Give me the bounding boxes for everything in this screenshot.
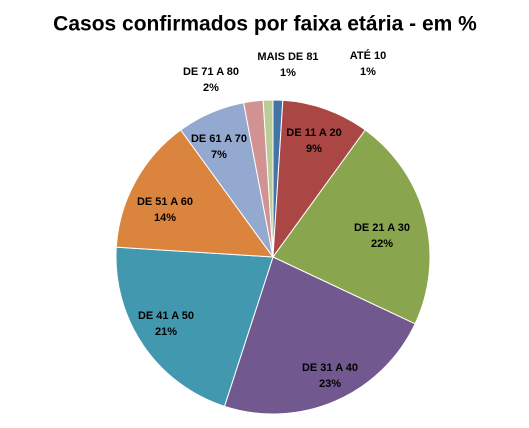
slice-value: 22% <box>371 238 393 250</box>
pie-slice <box>223 256 416 415</box>
slice-value: 21% <box>155 326 177 338</box>
pie-slice <box>272 99 366 259</box>
slice-label: DE 51 A 60 <box>137 196 193 208</box>
slice-value: 1% <box>280 67 296 79</box>
chart-title: Casos confirmados por faixa etária - em … <box>53 13 477 36</box>
slice-label: DE 71 A 80 <box>183 66 239 78</box>
slice-label: DE 31 A 40 <box>302 362 358 374</box>
slice-value: 9% <box>306 143 322 155</box>
slice-value: 2% <box>203 82 219 94</box>
slice-label: DE 61 A 70 <box>191 133 247 145</box>
slice-label: ATÉ 10 <box>350 49 386 62</box>
pie-slice <box>262 99 274 258</box>
slice-label: DE 11 A 20 <box>286 127 341 139</box>
pie-slice <box>115 129 275 258</box>
slice-value: 23% <box>319 378 341 390</box>
slice-label: DE 41 A 50 <box>138 310 194 322</box>
slice-label: MAIS DE 81 <box>257 51 318 63</box>
pie-slice <box>115 246 274 407</box>
slice-value: 7% <box>211 149 227 161</box>
slice-value: 1% <box>360 66 376 78</box>
slice-value: 14% <box>154 212 176 224</box>
slice-label: DE 21 A 30 <box>354 222 410 234</box>
